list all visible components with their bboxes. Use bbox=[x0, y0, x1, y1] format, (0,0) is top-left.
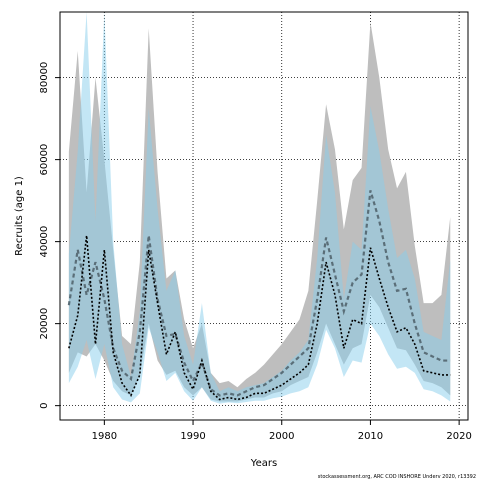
estimate-lines bbox=[67, 190, 451, 401]
y-tick-label: 40000 bbox=[39, 226, 50, 258]
x-tick-label: 2010 bbox=[358, 431, 383, 442]
credit-text: stockassessment.org, ARC COD INSHORE Und… bbox=[318, 474, 476, 480]
plot-frame bbox=[59, 11, 469, 421]
grey-estimate-line bbox=[67, 190, 451, 397]
y-tick-label: 0 bbox=[39, 402, 50, 408]
confidence-bands bbox=[68, 12, 451, 404]
black-estimate-line bbox=[68, 235, 451, 401]
y-tick-label: 80000 bbox=[39, 62, 50, 94]
x-tick-label: 2020 bbox=[446, 431, 471, 442]
blue-confidence-band bbox=[68, 12, 451, 404]
x-tick-label: 1980 bbox=[92, 431, 117, 442]
x-axis-ticks: 1980 1990 2000 2010 2020 bbox=[92, 420, 472, 442]
y-axis-ticks: 0 20000 40000 60000 80000 bbox=[39, 62, 60, 409]
y-tick-label: 20000 bbox=[39, 308, 50, 340]
y-axis-label: Recruits (age 1) bbox=[14, 176, 25, 256]
x-axis-label: Years bbox=[250, 458, 277, 469]
x-tick-label: 1990 bbox=[180, 431, 205, 442]
y-tick-label: 60000 bbox=[39, 144, 50, 176]
x-tick-label: 2000 bbox=[269, 431, 294, 442]
